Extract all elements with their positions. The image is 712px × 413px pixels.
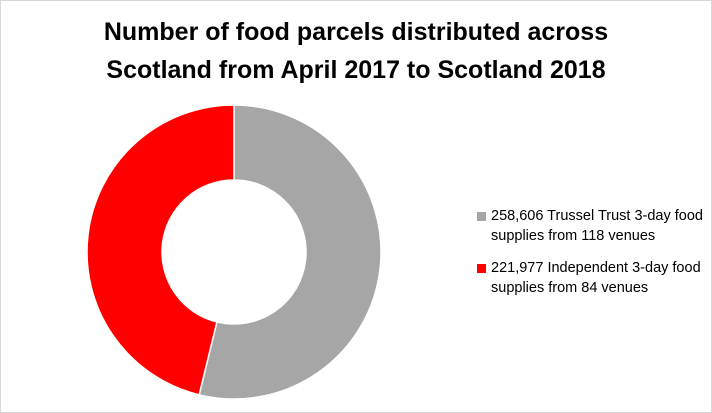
legend-swatch-independent	[477, 264, 486, 273]
legend-swatch-trussel-trust	[477, 212, 486, 221]
chart-title-line-1: Number of food parcels distributed acros…	[103, 18, 609, 46]
legend-item-independent: 221,977 Independent 3-day food supplies …	[477, 258, 707, 298]
legend-label-trussel-trust: 258,606 Trussel Trust 3-day food supplie…	[491, 208, 703, 244]
chart-title: Number of food parcels distributed acros…	[1, 13, 711, 89]
chart-legend: 258,606 Trussel Trust 3-day food supplie…	[477, 206, 707, 310]
legend-label-independent: 221,977 Independent 3-day food supplies …	[491, 260, 701, 296]
donut-slice-trussel-trust	[198, 104, 382, 400]
chart-title-line-2: Scotland from April 2017 to Scotland 201…	[106, 56, 606, 84]
legend-item-trussel-trust: 258,606 Trussel Trust 3-day food supplie…	[477, 206, 707, 246]
donut-slice-independent	[86, 104, 235, 396]
